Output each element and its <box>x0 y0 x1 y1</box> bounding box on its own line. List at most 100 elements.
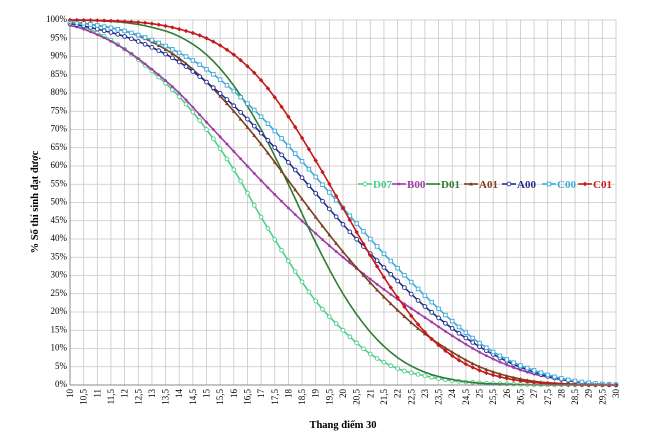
data-point <box>470 340 476 345</box>
data-point <box>368 236 373 242</box>
data-point <box>348 261 352 265</box>
data-point <box>362 181 368 187</box>
data-point <box>176 50 182 56</box>
data-point <box>177 56 182 60</box>
data-point <box>245 116 250 122</box>
data-point <box>409 320 414 325</box>
data-point <box>156 40 161 46</box>
data-point <box>559 376 564 381</box>
y-tick-label: 75% <box>51 105 68 115</box>
data-point <box>490 349 496 355</box>
data-point <box>449 318 455 324</box>
data-point <box>388 285 393 290</box>
data-point <box>437 325 440 329</box>
legend-label: B00 <box>407 179 426 191</box>
x-tick-label: 18,5 <box>297 389 307 405</box>
data-point <box>217 77 223 82</box>
data-point <box>340 327 346 333</box>
data-point <box>504 373 509 378</box>
data-point <box>463 335 469 341</box>
y-tick-label: 100% <box>46 14 68 24</box>
data-point <box>484 354 488 358</box>
data-point <box>142 35 148 40</box>
data-point <box>108 25 114 31</box>
data-point <box>299 135 305 141</box>
x-tick-label: 29,5 <box>597 389 607 405</box>
data-point <box>143 62 147 66</box>
data-point <box>402 285 407 290</box>
data-point <box>190 30 196 36</box>
data-point <box>299 279 305 285</box>
data-point <box>224 47 230 52</box>
data-point <box>361 229 366 234</box>
y-tick-label: 5% <box>55 361 68 371</box>
legend-label: A00 <box>517 179 536 191</box>
data-point <box>95 33 99 36</box>
data-point <box>402 368 407 374</box>
data-point <box>286 160 291 165</box>
x-tick-label: 10 <box>65 389 75 399</box>
data-point <box>429 336 434 342</box>
series-c01 <box>67 17 619 388</box>
data-point <box>504 357 510 362</box>
data-point <box>272 128 278 134</box>
data-point <box>463 358 468 362</box>
data-point <box>258 214 264 220</box>
data-point <box>469 182 473 186</box>
x-tick-label: 28,5 <box>570 389 580 405</box>
x-tick-label: 22,5 <box>406 389 416 405</box>
data-point <box>115 31 121 37</box>
data-point <box>320 306 325 312</box>
data-point <box>95 23 100 28</box>
data-point <box>204 79 209 85</box>
data-point <box>238 94 243 100</box>
data-point <box>101 24 107 29</box>
data-point <box>347 334 353 340</box>
data-point <box>231 109 236 113</box>
data-point <box>163 43 168 49</box>
data-point <box>477 368 482 373</box>
x-tick-label: 11 <box>92 389 102 398</box>
data-point <box>429 309 435 315</box>
x-tick-label: 28 <box>556 389 566 399</box>
legend-item-d07: D07 <box>358 179 392 191</box>
data-point <box>142 41 148 47</box>
data-point <box>210 85 216 90</box>
data-point <box>156 22 161 27</box>
data-point <box>252 70 257 76</box>
data-point <box>122 34 127 39</box>
data-point <box>142 20 148 26</box>
x-tick-label: 13 <box>147 389 157 399</box>
data-point <box>170 55 175 61</box>
data-point <box>450 334 454 338</box>
data-point <box>204 67 209 72</box>
data-point <box>327 190 332 195</box>
x-tick-label: 22 <box>393 389 403 398</box>
data-point <box>347 257 352 262</box>
y-tick-label: 85% <box>51 69 68 79</box>
data-point <box>531 380 537 385</box>
data-point <box>191 105 195 109</box>
data-point <box>375 287 380 292</box>
x-tick-label: 26 <box>502 389 512 399</box>
data-point <box>129 36 134 42</box>
data-point <box>177 26 182 32</box>
data-point <box>129 19 134 25</box>
data-point <box>511 360 516 365</box>
legend-item-c01: C01 <box>578 179 612 191</box>
y-tick-label: 90% <box>51 51 68 61</box>
data-point <box>225 101 229 106</box>
data-point <box>272 237 278 242</box>
data-point <box>484 345 489 350</box>
data-point <box>238 178 243 184</box>
data-point <box>252 172 256 175</box>
data-point <box>505 363 509 367</box>
data-point <box>109 39 113 43</box>
data-point <box>388 271 394 277</box>
data-point <box>327 232 332 237</box>
x-tick-label: 25 <box>475 389 485 399</box>
legend-label: D07 <box>373 179 392 191</box>
data-point <box>279 169 284 173</box>
x-tick-label: 27,5 <box>543 389 553 405</box>
